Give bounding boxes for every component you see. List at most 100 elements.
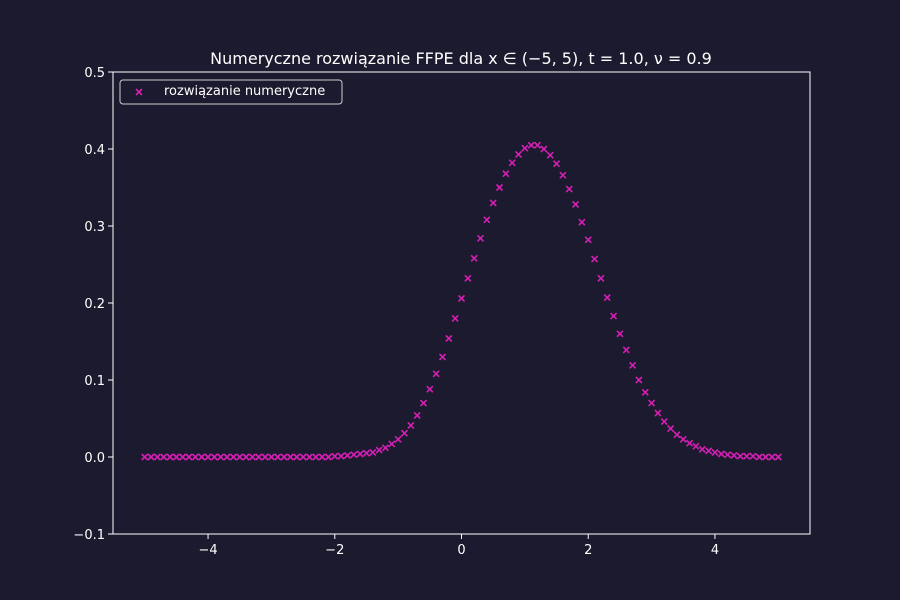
data-point xyxy=(305,453,313,461)
data-point xyxy=(198,453,206,461)
data-point xyxy=(324,453,333,461)
data-point xyxy=(641,388,649,396)
data-points xyxy=(141,141,782,461)
x-tick-label: −2 xyxy=(325,543,344,558)
data-point xyxy=(483,216,491,224)
data-point xyxy=(489,199,497,207)
y-tick-label: −0.1 xyxy=(73,528,105,543)
data-point xyxy=(730,451,738,460)
data-point xyxy=(552,160,561,168)
data-point xyxy=(153,453,161,461)
data-point xyxy=(457,294,466,302)
data-point xyxy=(451,314,459,322)
data-point xyxy=(160,453,168,461)
data-point xyxy=(705,447,713,455)
data-point xyxy=(743,452,751,460)
x-tick-label: 0 xyxy=(457,543,465,558)
data-point xyxy=(768,453,776,461)
data-point xyxy=(229,453,237,461)
data-point xyxy=(375,446,383,454)
data-point xyxy=(527,141,535,149)
data-point xyxy=(413,411,421,419)
data-point xyxy=(584,236,592,244)
y-tick-label: 0.3 xyxy=(84,220,105,235)
data-point xyxy=(774,453,782,461)
data-point xyxy=(495,183,504,192)
data-point xyxy=(236,453,244,461)
data-point xyxy=(356,450,364,458)
data-point xyxy=(407,421,415,429)
legend-label: rozwiązanie numeryczne xyxy=(164,84,325,99)
data-point xyxy=(724,451,732,459)
data-point xyxy=(293,453,301,461)
y-tick-label: 0.5 xyxy=(84,66,105,81)
y-tick-label: 0.1 xyxy=(84,374,105,389)
data-point xyxy=(267,453,275,461)
x-tick-label: 4 xyxy=(711,543,719,558)
data-point xyxy=(578,218,586,226)
data-point xyxy=(540,145,548,153)
data-point xyxy=(445,334,453,342)
data-point xyxy=(419,399,428,407)
data-point xyxy=(337,452,345,460)
data-point xyxy=(648,399,656,407)
data-point xyxy=(350,451,358,459)
data-point xyxy=(686,439,694,447)
data-point xyxy=(559,171,567,179)
legend-box xyxy=(119,79,343,105)
y-tick-label: 0.4 xyxy=(84,143,105,158)
data-point xyxy=(749,452,757,460)
data-point xyxy=(514,150,523,158)
y-tick-label: 0.2 xyxy=(84,297,105,312)
chart-title: Numeryczne rozwiązanie FFPE dla x ∈ (−5,… xyxy=(210,49,712,68)
data-point xyxy=(521,144,529,152)
legend: rozwiązanie numeryczne xyxy=(119,79,343,105)
data-point xyxy=(432,370,440,378)
data-point xyxy=(191,453,199,461)
data-point xyxy=(179,453,187,461)
y-tick-label: 0.0 xyxy=(84,451,105,466)
data-point xyxy=(629,361,637,369)
data-point xyxy=(610,312,618,320)
data-point xyxy=(147,453,155,461)
data-point xyxy=(388,440,396,448)
data-point xyxy=(185,453,193,461)
data-point xyxy=(571,200,580,209)
data-point xyxy=(318,453,326,461)
data-point xyxy=(381,444,390,452)
data-point xyxy=(369,448,377,456)
data-point xyxy=(217,453,225,461)
data-point xyxy=(654,409,662,417)
data-point xyxy=(616,330,624,338)
data-point xyxy=(717,450,725,458)
data-point xyxy=(343,451,352,460)
data-point xyxy=(464,274,472,282)
data-point xyxy=(248,453,256,461)
data-point xyxy=(711,448,719,456)
data-point xyxy=(679,435,687,443)
data-point xyxy=(660,418,668,426)
data-point xyxy=(172,453,180,461)
data-point xyxy=(762,453,770,461)
data-point xyxy=(331,452,339,460)
data-point xyxy=(508,159,516,167)
data-point xyxy=(597,274,605,282)
data-point xyxy=(698,445,706,453)
data-point xyxy=(533,141,542,149)
data-point xyxy=(692,442,700,450)
data-point xyxy=(242,453,250,461)
data-point xyxy=(255,453,263,461)
data-point xyxy=(546,151,554,159)
data-point xyxy=(476,234,485,242)
data-point xyxy=(736,452,744,460)
data-point xyxy=(603,294,611,302)
data-point xyxy=(223,453,231,461)
data-point xyxy=(286,453,294,461)
data-point xyxy=(274,453,282,461)
data-point xyxy=(426,385,434,393)
x-tick-label: −4 xyxy=(198,543,217,558)
x-tick-label: 2 xyxy=(584,543,592,558)
data-point xyxy=(280,453,288,461)
data-point xyxy=(394,435,402,443)
